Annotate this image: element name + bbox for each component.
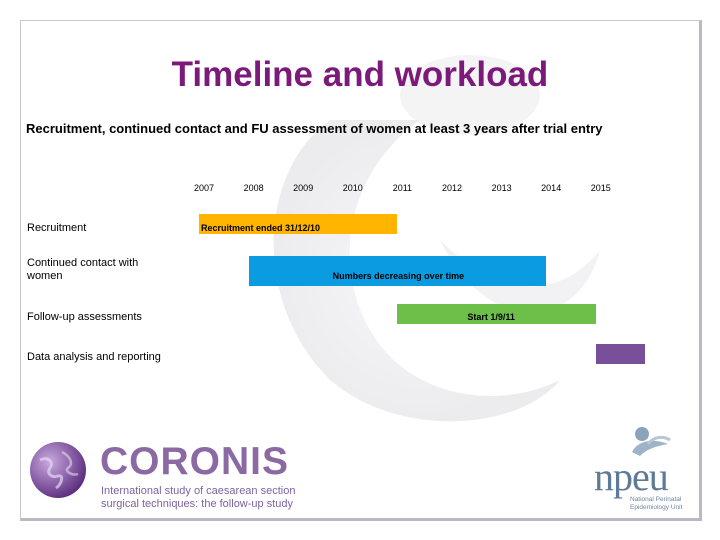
slide-title: Timeline and workload (171, 55, 549, 94)
year-label: 2014 (541, 183, 562, 193)
npeu-figure-icon (632, 427, 671, 456)
npeu-tagline-line1: National Perinatal (630, 496, 682, 503)
row-label: Follow-up assessments (27, 311, 142, 323)
npeu-logo-text: npeu (594, 454, 669, 499)
gantt-bar (199, 214, 398, 234)
year-label: 2013 (491, 183, 512, 193)
gantt-bar-label: Numbers decreasing over time (332, 271, 465, 281)
slide-frame (20, 20, 702, 521)
row-label: Data analysis and reporting (27, 351, 161, 363)
year-label: 2012 (441, 183, 463, 193)
npeu-tagline-line2: Epidemiology Unit (630, 504, 683, 511)
year-label: 2007 (193, 183, 215, 193)
globe-icon (30, 442, 86, 498)
npeu-tagline: National Perinatal Epidemiology Unit (630, 496, 682, 512)
coronis-tagline-line1: International study of caesarean section (101, 485, 296, 497)
gantt-bar (248, 256, 547, 286)
slide-subtitle: Recruitment, continued contact and FU as… (26, 121, 603, 136)
year-label: 2008 (243, 183, 264, 193)
row-label: Continued contact with women (27, 257, 139, 282)
coronis-logo-text: CORONIS (100, 440, 290, 483)
gantt-bar (397, 304, 596, 324)
year-label: 2011 (392, 183, 413, 193)
year-label: 2009 (293, 183, 314, 193)
gantt-bar-label: Start 1/9/11 (467, 312, 515, 322)
row-label: Recruitment (27, 222, 87, 234)
coronis-tagline: International study of caesarean section… (101, 485, 295, 511)
coronis-tagline-line2: surgical techniques: the follow-up study (101, 498, 293, 510)
year-label: 2010 (342, 183, 363, 193)
gantt-bar (595, 344, 646, 364)
gantt-bar-label: Recruitment ended 31/12/10 (201, 223, 321, 233)
year-label: 2015 (590, 183, 611, 193)
